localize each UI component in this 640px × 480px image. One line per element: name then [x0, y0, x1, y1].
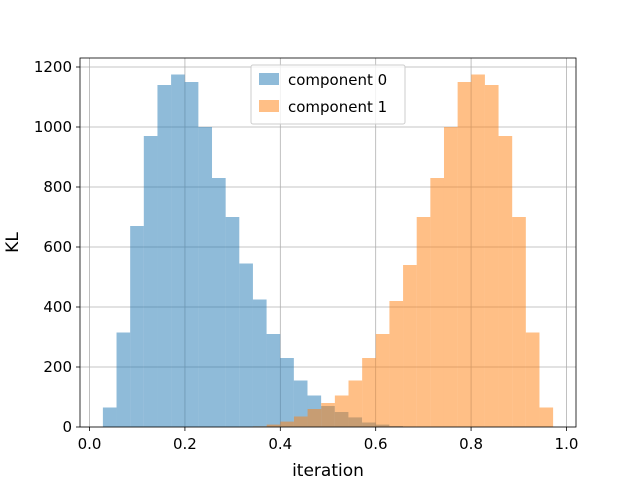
bar-component-1: [403, 265, 417, 427]
bar-component-0: [225, 217, 240, 427]
legend-swatch-component-1: [259, 100, 279, 112]
bar-component-1: [362, 358, 376, 427]
bar-component-0: [293, 380, 308, 427]
x-axis-label: iteration: [292, 461, 364, 480]
x-tick-label: 0.4: [268, 435, 292, 453]
bar-component-1: [498, 136, 513, 427]
bar-component-0: [212, 178, 226, 427]
bar-component-1: [334, 395, 349, 427]
bar-component-1: [457, 82, 472, 427]
bar-component-1: [321, 403, 335, 427]
bar-component-1: [389, 301, 404, 427]
legend: component 0 component 1: [250, 64, 406, 125]
bar-component-1: [539, 407, 554, 427]
y-tick-label: 400: [43, 298, 72, 316]
bar-component-1: [293, 416, 308, 427]
axis-ticks: 0.0 0.2 0.4 0.6 0.8 1.0 0 200 400 600 800 1000 1200: [34, 58, 579, 453]
legend-box: [250, 64, 406, 125]
bar-component-0: [198, 127, 213, 427]
bar-component-0: [280, 358, 294, 427]
bar-component-0: [184, 82, 199, 427]
bar-component-0: [252, 299, 267, 427]
legend-swatch-component-0: [259, 73, 279, 85]
bar-component-0: [102, 407, 117, 427]
bar-component-1: [512, 217, 526, 427]
bar-component-0: [143, 136, 158, 427]
bar-component-0: [239, 263, 253, 427]
bar-component-0: [116, 332, 131, 427]
x-tick-label: 0.0: [78, 435, 102, 453]
bar-component-1: [375, 334, 390, 427]
x-tick-label: 1.0: [555, 435, 579, 453]
y-tick-label: 800: [43, 178, 72, 196]
y-tick-label: 1200: [34, 58, 72, 76]
legend-label-component-1: component 1: [288, 98, 387, 116]
bar-component-0: [266, 334, 281, 427]
bar-component-1: [266, 424, 281, 427]
bar-component-1: [443, 127, 458, 427]
y-axis-label: KL: [3, 232, 23, 253]
legend-label-component-0: component 0: [288, 71, 387, 89]
bar-component-1: [430, 178, 444, 427]
bar-component-1: [307, 409, 322, 427]
x-tick-label: 0.8: [459, 435, 483, 453]
bar-component-1: [471, 74, 485, 427]
bar-component-1: [280, 421, 294, 427]
y-tick-label: 200: [43, 358, 72, 376]
x-tick-label: 0.6: [364, 435, 388, 453]
bar-component-0: [130, 226, 144, 427]
bar-component-0: [157, 85, 172, 427]
bar-component-1: [484, 85, 499, 427]
plot-frame: [79, 57, 577, 428]
y-tick-label: 600: [43, 238, 72, 256]
histogram-bars: [102, 74, 554, 427]
bar-component-1: [348, 380, 363, 427]
bar-component-1: [416, 217, 431, 427]
y-tick-label: 0: [62, 418, 72, 436]
y-tick-label: 1000: [34, 118, 72, 136]
bar-component-1: [525, 332, 540, 427]
bar-component-0: [171, 74, 185, 427]
x-tick-label: 0.2: [173, 435, 197, 453]
